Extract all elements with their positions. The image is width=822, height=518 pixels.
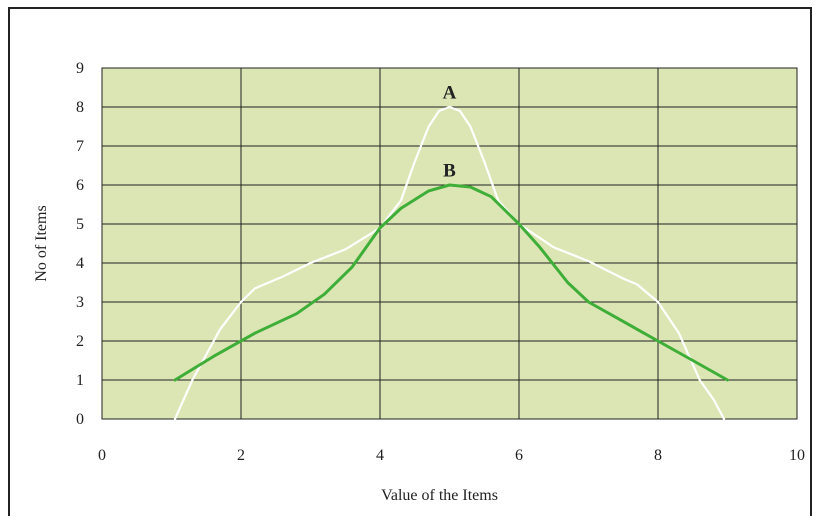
series-lines <box>173 105 729 421</box>
y-tick-label: 9 <box>76 60 84 77</box>
x-axis-title: Value of the Items <box>381 487 498 504</box>
x-tick-label: 10 <box>789 447 805 464</box>
x-tick-label: 4 <box>376 447 384 464</box>
y-tick-label: 0 <box>76 411 84 428</box>
series-line-a <box>173 105 726 421</box>
y-tick-label: 2 <box>76 333 84 350</box>
y-tick-label: 6 <box>76 177 84 194</box>
x-tick-label: 2 <box>237 447 245 464</box>
plot-area <box>101 67 798 420</box>
annotation-b: B <box>443 160 456 181</box>
x-axis-ticks: 0 2 4 6 8 10 <box>98 447 805 464</box>
series-line-b <box>173 183 729 382</box>
annotation-a: A <box>443 82 457 103</box>
x-tick-label: 0 <box>98 447 106 464</box>
y-axis-title: No of Items <box>33 205 50 281</box>
x-tick-label: 6 <box>515 447 523 464</box>
y-tick-label: 8 <box>76 99 84 116</box>
y-tick-label: 5 <box>76 216 84 233</box>
y-axis-ticks: 0 1 2 3 4 5 6 7 8 9 <box>76 60 84 428</box>
y-tick-label: 3 <box>76 294 84 311</box>
y-tick-label: 7 <box>76 138 84 155</box>
y-tick-label: 4 <box>76 255 84 272</box>
y-tick-label: 1 <box>76 372 84 389</box>
x-tick-label: 8 <box>654 447 662 464</box>
series-annotations: AB <box>443 82 457 181</box>
